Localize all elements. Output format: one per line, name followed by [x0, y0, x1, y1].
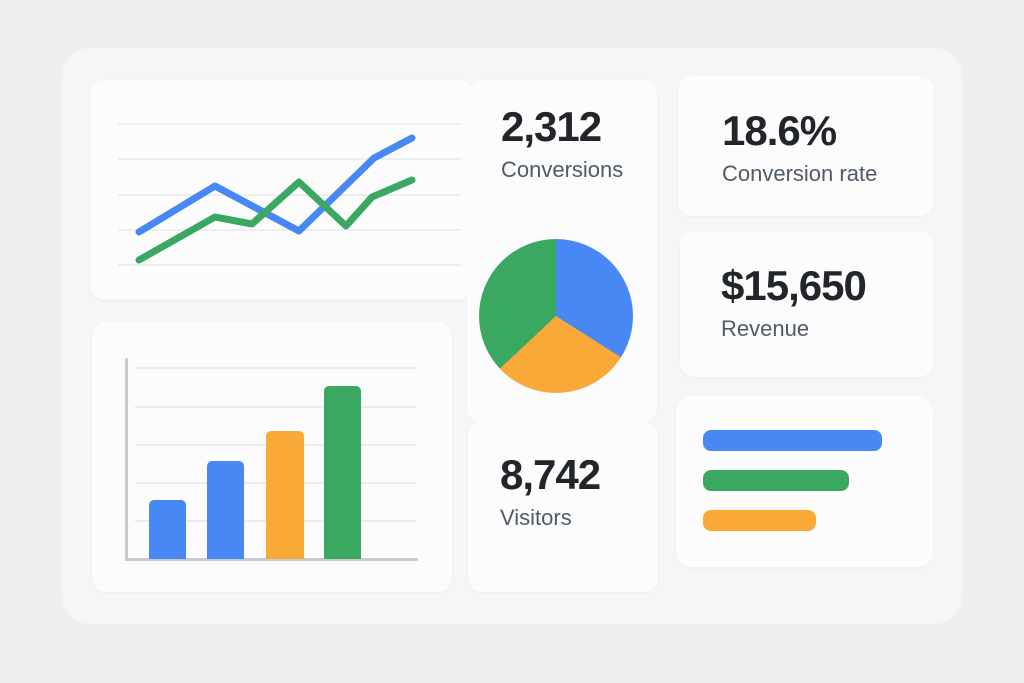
bar-chart-gridline [135, 406, 416, 408]
bar-chart-bar-4 [324, 386, 361, 559]
revenue-value: $15,650 [721, 262, 867, 309]
bar-chart-plot [92, 322, 452, 592]
bar-chart-bar-1 [149, 500, 186, 559]
conversions-label: Conversions [501, 157, 624, 182]
bar-chart-bar-2 [207, 461, 244, 559]
line-chart-card [90, 80, 473, 300]
line-chart-svg [118, 123, 461, 266]
revenue-label: Revenue [721, 316, 810, 341]
conversions-card: 2,312 Conversions [467, 80, 657, 423]
series-green [135, 176, 416, 264]
hbar-chart-hbar-3 [703, 510, 816, 531]
series-blue [135, 134, 416, 236]
bar-chart-x-axis [125, 558, 418, 561]
conversion-rate-card: 18.6% Conversion rate [678, 76, 934, 216]
visitors-value: 8,742 [500, 451, 601, 498]
visitors-label: Visitors [500, 505, 572, 530]
hbar-chart-hbar-1 [703, 430, 882, 451]
hbar-chart [703, 430, 933, 531]
bar-chart-bar-3 [266, 431, 304, 559]
hbar-chart-card [676, 396, 933, 567]
conversions-value: 2,312 [501, 103, 602, 150]
revenue-card: $15,650 Revenue [680, 231, 934, 377]
conversion-rate-label: Conversion rate [722, 161, 878, 186]
pie-chart [479, 239, 633, 393]
bar-chart-y-axis [125, 358, 128, 561]
bar-chart-gridline [135, 367, 416, 369]
visitors-card: 8,742 Visitors [468, 422, 658, 592]
bar-chart-card [92, 322, 452, 592]
dashboard-panel: 2,312 Conversions 18.6% Conversion rate … [62, 48, 962, 624]
conversion-rate-value: 18.6% [722, 107, 837, 154]
hbar-chart-hbar-2 [703, 470, 849, 491]
